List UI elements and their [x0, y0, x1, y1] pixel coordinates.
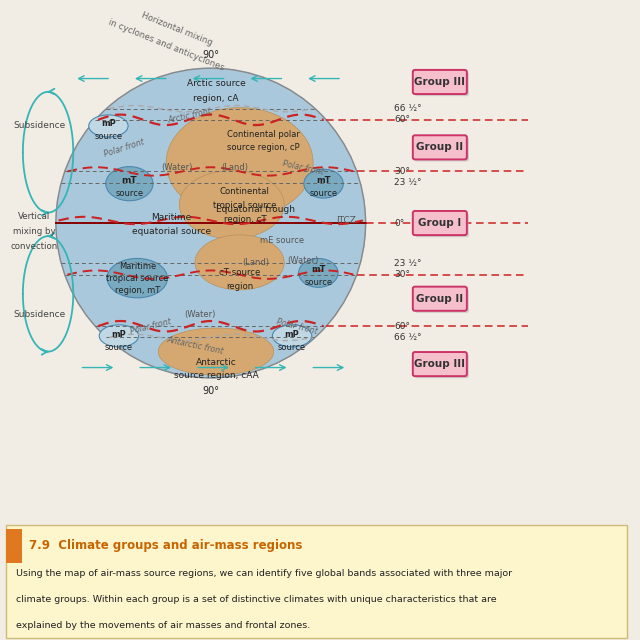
FancyBboxPatch shape: [6, 525, 627, 637]
Text: Subsidence: Subsidence: [13, 310, 65, 319]
Text: Using the map of air-mass source regions, we can identify five global bands asso: Using the map of air-mass source regions…: [16, 569, 512, 578]
FancyBboxPatch shape: [6, 529, 22, 563]
Text: 66 ½°: 66 ½°: [394, 333, 422, 342]
FancyBboxPatch shape: [415, 138, 469, 161]
Text: Arctic source: Arctic source: [187, 79, 245, 88]
Circle shape: [56, 68, 365, 378]
Text: Antarctic: Antarctic: [196, 358, 236, 367]
FancyBboxPatch shape: [413, 211, 467, 235]
Text: tropical source: tropical source: [213, 201, 276, 210]
Text: Group III: Group III: [414, 359, 465, 369]
Text: 90°: 90°: [202, 386, 220, 396]
Text: Continental: Continental: [220, 187, 270, 196]
Text: Polar front: Polar front: [129, 317, 172, 336]
FancyBboxPatch shape: [415, 72, 469, 96]
Text: 23 ½°: 23 ½°: [394, 178, 422, 187]
Text: Maritime: Maritime: [151, 213, 191, 222]
Text: explained by the movements of air masses and frontal zones.: explained by the movements of air masses…: [16, 621, 310, 630]
Text: mP: mP: [285, 330, 300, 339]
FancyBboxPatch shape: [415, 354, 469, 378]
Text: source: source: [304, 278, 332, 287]
Text: source: source: [115, 189, 143, 198]
Text: source region, cP: source region, cP: [227, 143, 300, 152]
Ellipse shape: [179, 170, 284, 239]
Text: tropical source: tropical source: [106, 274, 168, 283]
Ellipse shape: [195, 235, 284, 290]
Text: Polar front: Polar front: [281, 159, 324, 177]
Text: Group III: Group III: [414, 77, 465, 87]
Text: ITCZ: ITCZ: [336, 216, 356, 225]
Text: in cyclones and anticyclones: in cyclones and anticyclones: [107, 17, 225, 72]
Text: climate groups. Within each group is a set of distinctive climates with unique c: climate groups. Within each group is a s…: [16, 595, 497, 604]
Text: source: source: [278, 343, 306, 352]
Text: 60°: 60°: [394, 322, 410, 331]
Text: cT source: cT source: [219, 268, 260, 277]
FancyBboxPatch shape: [415, 213, 469, 237]
Text: 30°: 30°: [394, 167, 410, 176]
Text: (Land): (Land): [221, 163, 248, 172]
Text: (Water): (Water): [184, 310, 216, 319]
FancyBboxPatch shape: [413, 287, 467, 311]
FancyBboxPatch shape: [413, 352, 467, 376]
Text: Polar front: Polar front: [276, 317, 319, 336]
Text: (Water): (Water): [287, 257, 318, 266]
Text: mT: mT: [122, 175, 137, 184]
Text: mT: mT: [316, 175, 331, 184]
Ellipse shape: [158, 328, 274, 375]
Text: Polar front: Polar front: [103, 137, 145, 159]
Text: region, cT: region, cT: [223, 216, 266, 225]
Text: source region, cAA: source region, cAA: [173, 371, 259, 380]
FancyBboxPatch shape: [415, 289, 469, 313]
Text: Horizontal mixing: Horizontal mixing: [140, 10, 214, 47]
Ellipse shape: [166, 108, 313, 218]
Text: Antarctic front: Antarctic front: [166, 335, 224, 356]
Text: region, cA: region, cA: [193, 93, 239, 102]
Text: mP: mP: [111, 330, 126, 339]
Text: convection: convection: [10, 242, 58, 251]
Text: Group I: Group I: [418, 218, 461, 228]
Text: (Land): (Land): [242, 258, 269, 267]
Text: Group II: Group II: [416, 294, 463, 304]
Text: 90°: 90°: [202, 50, 220, 60]
Text: (Water): (Water): [161, 163, 193, 172]
Text: Continental polar: Continental polar: [227, 131, 300, 140]
Ellipse shape: [304, 169, 343, 198]
Text: 60°: 60°: [394, 115, 410, 124]
Text: mixing by: mixing by: [13, 227, 55, 236]
Text: 23 ½°: 23 ½°: [394, 259, 422, 268]
Text: Maritime: Maritime: [118, 262, 156, 271]
Text: mE source: mE source: [260, 236, 303, 245]
FancyBboxPatch shape: [413, 135, 467, 159]
Text: 7.9  Climate groups and air-mass regions: 7.9 Climate groups and air-mass regions: [29, 540, 302, 552]
Ellipse shape: [89, 115, 128, 137]
Ellipse shape: [107, 259, 168, 298]
Ellipse shape: [106, 166, 153, 201]
Text: mP: mP: [101, 119, 116, 128]
Text: Subsidence: Subsidence: [13, 122, 65, 131]
Ellipse shape: [99, 325, 139, 347]
FancyBboxPatch shape: [413, 70, 467, 94]
Text: source: source: [105, 343, 133, 352]
Text: mT: mT: [311, 265, 326, 274]
Text: source: source: [94, 132, 122, 141]
Ellipse shape: [299, 259, 338, 287]
Text: source: source: [310, 189, 338, 198]
Text: Equatorial trough: Equatorial trough: [216, 205, 295, 214]
Text: region, mT: region, mT: [115, 286, 160, 295]
Text: 30°: 30°: [394, 270, 410, 279]
Text: equatorial source: equatorial source: [132, 227, 211, 236]
Text: region: region: [226, 282, 253, 291]
Text: 66 ½°: 66 ½°: [394, 104, 422, 113]
Ellipse shape: [273, 325, 312, 347]
Text: Arctic front: Arctic front: [167, 106, 212, 125]
Text: Group II: Group II: [416, 142, 463, 152]
Text: 0°: 0°: [394, 218, 404, 228]
Text: Vertical: Vertical: [18, 212, 50, 221]
